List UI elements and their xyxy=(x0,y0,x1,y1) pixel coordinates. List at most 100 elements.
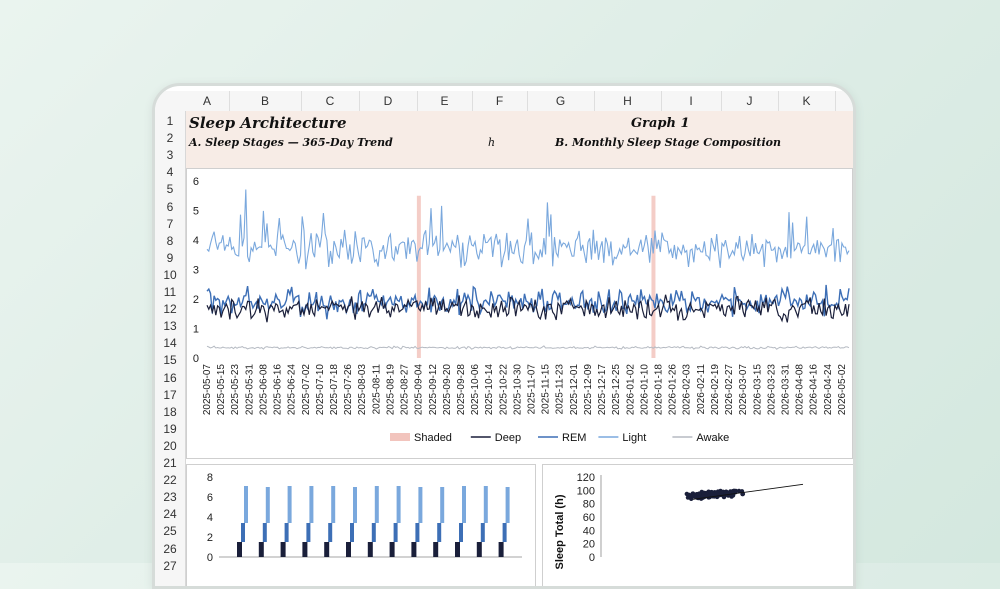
x-tick-label: 2026-03-07 xyxy=(738,364,749,416)
bar-light xyxy=(483,486,488,523)
y-tick-label: 6 xyxy=(193,176,199,188)
column-header-b: B xyxy=(229,91,302,111)
x-tick-label: 2026-01-10 xyxy=(639,364,650,416)
scatter-point xyxy=(690,493,696,498)
x-tick-label: 2025-10-14 xyxy=(484,364,495,416)
x-tick-label: 2025-06-24 xyxy=(287,364,298,416)
y-axis-label: Sleep Total (h) xyxy=(554,494,566,569)
x-tick-label: 2026-04-24 xyxy=(823,364,834,416)
x-tick-label: 2025-08-03 xyxy=(357,364,368,416)
x-tick-label: 2025-08-27 xyxy=(400,364,411,416)
x-tick-label: 2025-11-15 xyxy=(541,364,552,415)
x-tick-label: 2025-05-15 xyxy=(216,364,227,416)
column-header-a: A xyxy=(185,91,230,111)
shaded-period-0 xyxy=(416,195,421,358)
bar-light xyxy=(331,486,336,523)
row-header-22: 22 xyxy=(163,473,177,488)
row-header-2: 2 xyxy=(166,131,174,146)
column-header-j: J xyxy=(721,91,779,111)
x-tick-label: 2026-01-18 xyxy=(654,364,665,416)
x-tick-label: 2026-03-23 xyxy=(766,364,777,416)
x-tick-label: 2025-05-07 xyxy=(202,364,213,416)
x-tick-label: 2025-10-30 xyxy=(512,364,523,416)
row-header-4: 4 xyxy=(166,165,174,180)
column-header-e: E xyxy=(417,91,473,111)
y-tick-label: 0 xyxy=(193,353,199,365)
row-header-8: 8 xyxy=(166,233,174,248)
y-tick-label: 2 xyxy=(193,294,199,306)
legend-label-rem: REM xyxy=(562,432,586,444)
legend-label-deep: Deep xyxy=(495,432,521,444)
bar-rem xyxy=(371,523,376,542)
column-header-c: C xyxy=(301,91,360,111)
x-tick-label: 2025-06-16 xyxy=(273,364,284,416)
x-tick-label: 2025-08-19 xyxy=(385,364,396,416)
row-header-5: 5 xyxy=(166,182,174,197)
row-header-7: 7 xyxy=(166,216,174,231)
y-tick-label: 4 xyxy=(207,512,213,524)
bar-rem xyxy=(262,523,267,542)
bar-deep xyxy=(411,542,417,557)
unit-h-label: h xyxy=(488,136,496,149)
x-tick-label: 2025-07-10 xyxy=(315,364,326,416)
row-header-bar xyxy=(155,111,186,586)
bar-deep xyxy=(389,542,395,557)
bar-rem xyxy=(306,523,311,542)
x-tick-label: 2026-05-02 xyxy=(837,364,848,416)
x-tick-label: 2025-10-22 xyxy=(498,364,509,416)
row-header-16: 16 xyxy=(163,370,177,385)
y-tick-label: 6 xyxy=(207,492,213,504)
y-tick-label: 1 xyxy=(193,324,199,336)
column-header-g: G xyxy=(527,91,595,111)
y-tick-label: 0 xyxy=(207,552,213,564)
row-header-21: 21 xyxy=(163,456,177,470)
x-tick-label: 2025-09-20 xyxy=(442,364,453,416)
bar-light xyxy=(418,487,423,523)
scatter-point xyxy=(685,495,691,500)
x-tick-label: 2025-08-11 xyxy=(371,364,382,415)
scatter-point xyxy=(700,494,706,499)
y-tick-label: 3 xyxy=(193,265,199,277)
composition-chart-svg: 0 2 4 6 8 xyxy=(207,472,522,564)
bar-light xyxy=(396,486,401,523)
bar-deep xyxy=(280,542,286,557)
x-tick-label: 2025-10-06 xyxy=(470,364,481,416)
x-tick-label: 2026-02-03 xyxy=(682,364,693,416)
bar-light xyxy=(244,486,248,523)
x-tick-label: 2026-03-31 xyxy=(781,364,792,416)
bar-light xyxy=(440,487,445,523)
section-a-label: A. Sleep Stages — 365-Day Trend xyxy=(189,136,393,149)
row-header-3: 3 xyxy=(166,148,174,163)
y-tick-label: 80 xyxy=(583,499,595,511)
x-tick-label: 2025-06-08 xyxy=(258,364,269,416)
bar-rem xyxy=(350,523,354,542)
x-tick-label: 2025-12-09 xyxy=(583,364,594,416)
scatter-point xyxy=(710,492,715,497)
bar-deep xyxy=(476,542,482,557)
section-b-label: B. Monthly Sleep Stage Composition xyxy=(555,136,781,149)
bar-rem xyxy=(241,523,245,542)
row-header-10: 10 xyxy=(163,267,177,282)
x-tick-label: 2025-09-28 xyxy=(456,364,467,416)
row-header-11: 11 xyxy=(163,285,177,299)
row-header-6: 6 xyxy=(166,199,174,214)
y-tick-label: 4 xyxy=(193,235,199,247)
y-tick-label: 60 xyxy=(583,512,595,524)
x-tick-label: 2025-09-04 xyxy=(414,364,425,416)
column-header-i: I xyxy=(661,91,722,111)
bar-deep xyxy=(498,542,504,557)
x-tick-label: 2025-11-23 xyxy=(555,364,566,415)
trend-line xyxy=(692,483,804,500)
y-tick-label: 2 xyxy=(207,532,213,544)
bar-light xyxy=(462,486,466,523)
monthly-composition-chart: 0 2 4 6 8 xyxy=(186,464,536,586)
bar-light xyxy=(287,486,292,523)
series-line-deep xyxy=(206,294,850,323)
x-tick-label: 2025-05-31 xyxy=(244,364,255,416)
row-header-19: 19 xyxy=(163,421,177,436)
bar-rem xyxy=(393,523,398,542)
column-header-d: D xyxy=(359,91,418,111)
shaded-period-1 xyxy=(651,195,656,358)
